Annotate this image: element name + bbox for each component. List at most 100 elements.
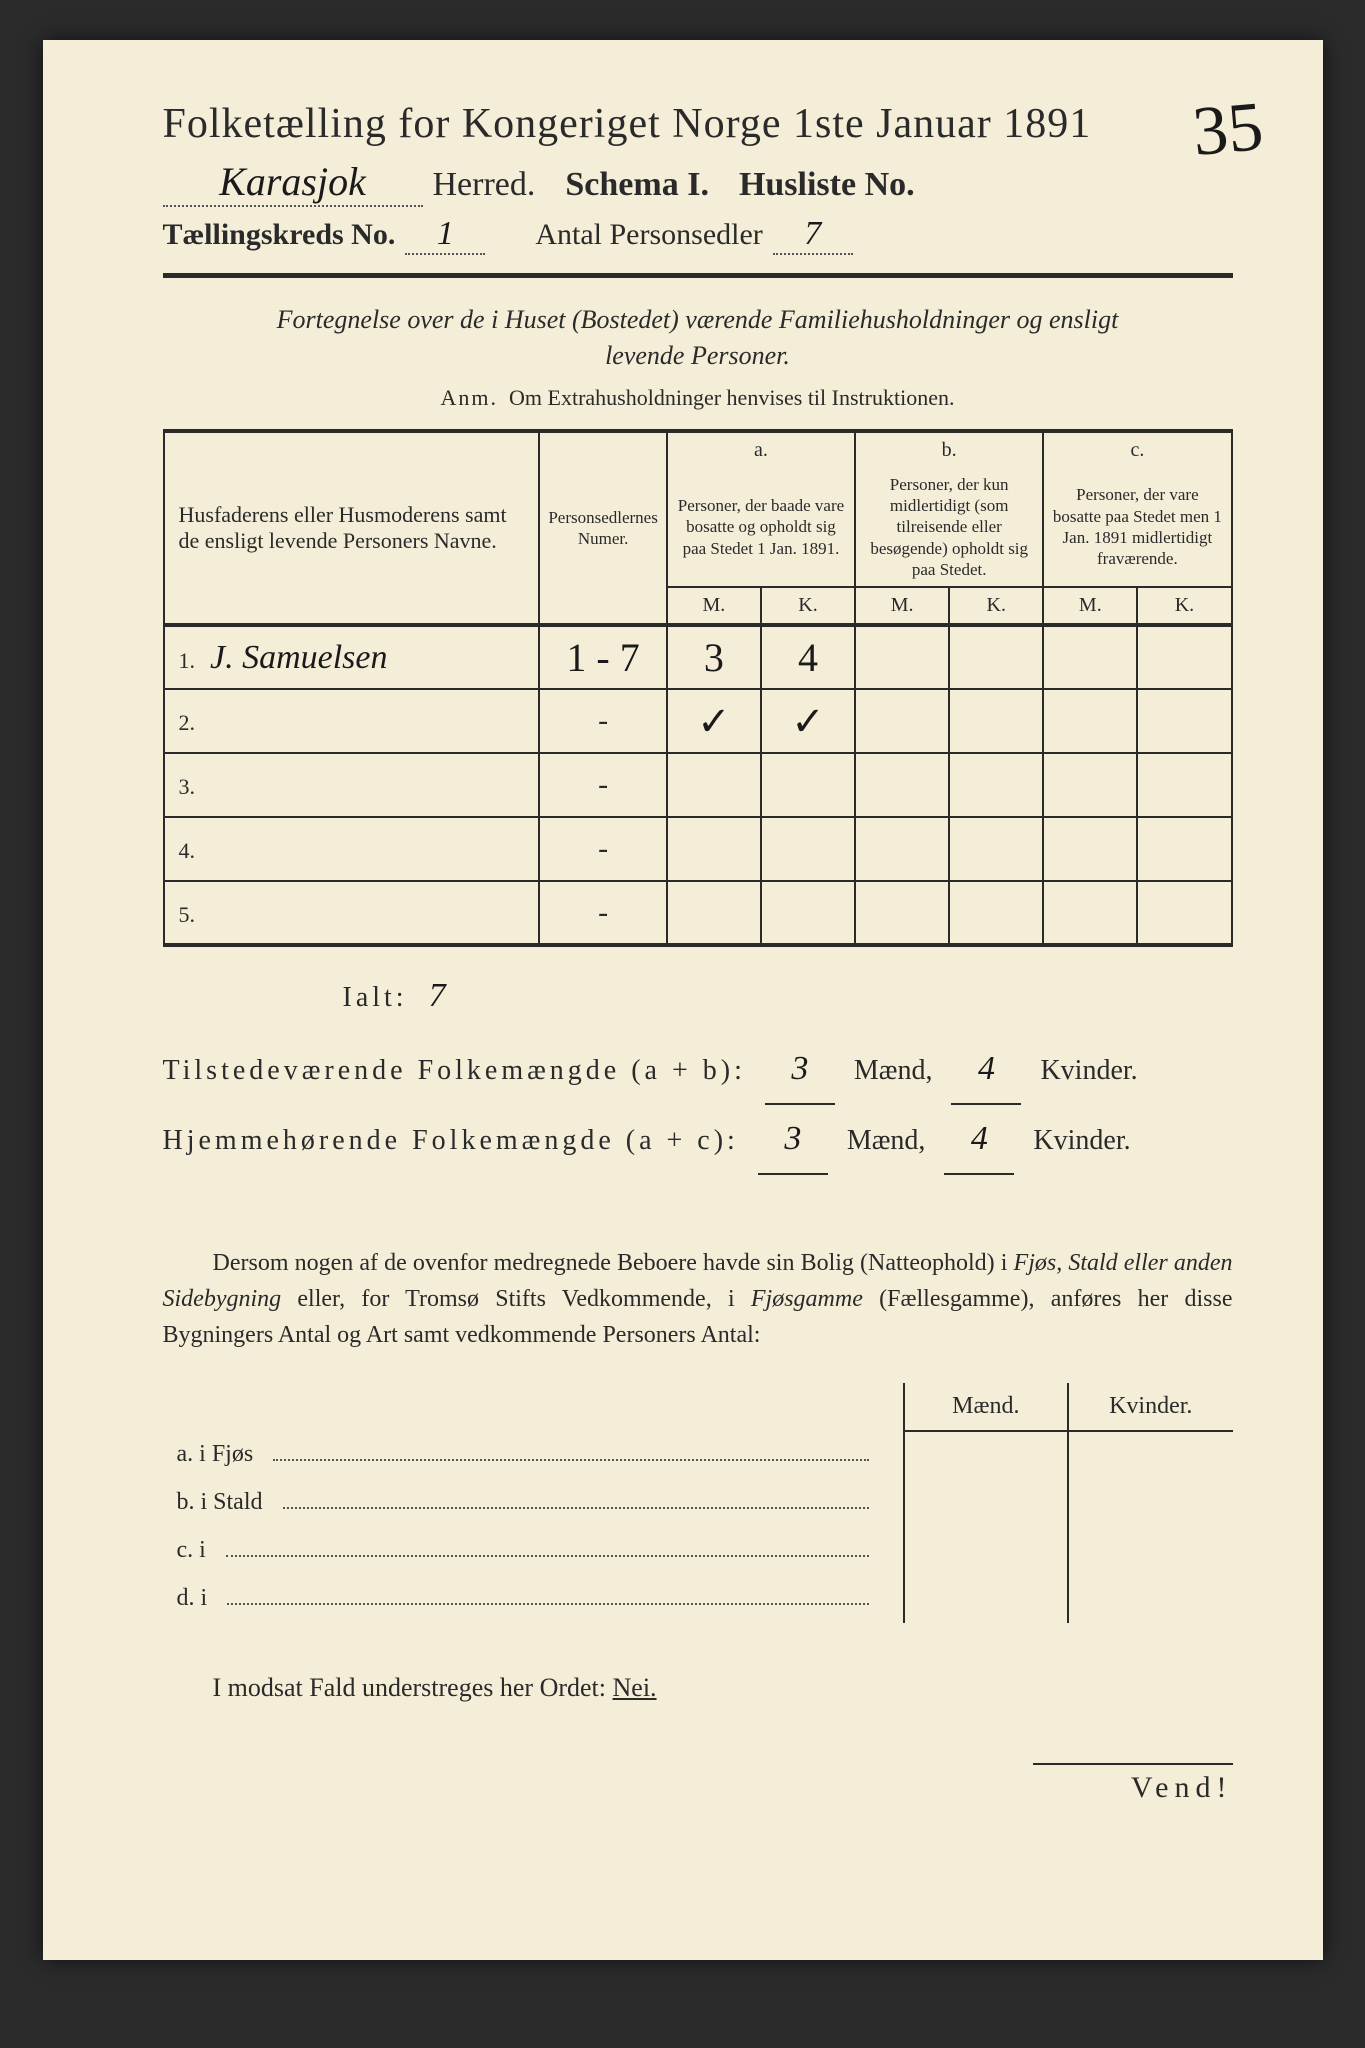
cell-k [1068,1527,1232,1575]
th2-maend: Mænd. [904,1383,1068,1431]
herred-value: Karasjok [219,159,366,204]
cell-bK [949,753,1043,817]
cell-cM [1043,753,1137,817]
cell-aM: ✓ [667,689,761,753]
sum2-kvinder: Kvinder. [1033,1125,1130,1156]
sum1-maend: Mænd, [854,1055,933,1086]
th-c-M: M. [1043,587,1137,625]
cell-aM [667,881,761,945]
table-row: 5. - [164,881,1232,945]
cell-name: 4. [164,817,540,881]
cell-name: 3. [164,753,540,817]
sum2-label: Hjemmehørende Folkemængde (a + c): [163,1125,739,1156]
cell-cK [1137,625,1231,689]
cell-aK [761,753,855,817]
rule-1 [163,273,1233,278]
cell-bK [949,881,1043,945]
th2-blank [163,1383,904,1431]
cell-bM [855,625,949,689]
th-num: Personsedlernes Numer. [539,431,667,625]
vend: Vend! [1033,1763,1233,1805]
cell-cK [1137,689,1231,753]
scanner-background: 35 Folketælling for Kongeriget Norge 1st… [0,0,1365,2048]
sum2-k: 4 [944,1105,1014,1175]
main-table: Husfaderens eller Husmoderens samt de en… [163,429,1233,947]
th-c-label: c. [1043,431,1231,468]
cell-cM [1043,881,1137,945]
cell-cM [1043,625,1137,689]
modsat-line: I modsat Fald understreges her Ordet: Ne… [163,1673,1233,1703]
cell-bM [855,817,949,881]
cell-bK [949,817,1043,881]
modsat-nei: Nei. [613,1673,657,1702]
th-name: Husfaderens eller Husmoderens samt de en… [164,431,540,625]
husliste-label: Husliste No. [739,166,915,204]
husliste-number-handwritten: 35 [1189,87,1266,173]
cell-lead: a. i Fjøs [163,1431,883,1479]
table-row: 1. J. Samuelsen1 - 734 [164,625,1232,689]
cell-num: 1 - 7 [539,625,667,689]
main-title: Folketælling for Kongeriget Norge 1ste J… [163,100,1233,148]
ialt: Ialt: 7 [343,977,1233,1015]
cell-lead: c. i [163,1527,883,1575]
cell-num: - [539,881,667,945]
cell-aK: ✓ [761,689,855,753]
cell-k [1068,1479,1232,1527]
cell-m [904,1479,1068,1527]
cell-lead: d. i [163,1575,883,1623]
subtitle-line1: Fortegnelse over de i Huset (Bostedet) v… [277,305,1119,334]
schema-label: Schema I. [565,166,709,204]
modsat-text: I modsat Fald understreges her Ordet: [213,1673,613,1702]
sum2-maend: Mænd, [847,1125,926,1156]
cell-num: - [539,817,667,881]
cell-aM [667,817,761,881]
paragraph: Dersom nogen af de ovenfor medregnede Be… [163,1245,1233,1353]
cell-m [904,1431,1068,1479]
herred-label: Herred. [433,166,536,204]
kreds-no: 1 [437,215,454,252]
th-a-K: K. [761,587,855,625]
cell-k [1068,1575,1232,1623]
header-line-2: Karasjok Herred. Schema I. Husliste No. [163,158,1233,207]
sum1-m: 3 [765,1035,835,1105]
subtitle-line2: levende Personer. [605,341,790,370]
ialt-value: 7 [429,977,450,1014]
anm-text: Om Extrahusholdninger henvises til Instr… [509,385,954,410]
th-a-label: a. [667,431,855,468]
th-b-label: b. [855,431,1043,468]
anm-prefix: Anm. [441,385,499,410]
table-row: a. i Fjøs [163,1431,1233,1479]
para-it2: Fjøsgamme [751,1286,863,1312]
cell-name: 2. [164,689,540,753]
table-row: 2. -✓✓ [164,689,1232,753]
antal-value: 7 [804,215,821,252]
cell-name: 5. [164,881,540,945]
cell-name: 1. J. Samuelsen [164,625,540,689]
sum2-m: 3 [758,1105,828,1175]
cell-m [904,1527,1068,1575]
th-b-text: Personer, der kun midlertidigt (som tilr… [855,468,1043,587]
sum1-kvinder: Kvinder. [1040,1055,1137,1086]
cell-aM: 3 [667,625,761,689]
cell-bK [949,689,1043,753]
cell-bM [855,881,949,945]
th-a-text: Personer, der baade vare bosatte og opho… [667,468,855,587]
cell-lead: b. i Stald [163,1479,883,1527]
antal-label: Antal Personsedler [535,218,762,252]
cell-cK [1137,753,1231,817]
cell-aM [667,753,761,817]
cell-m [904,1575,1068,1623]
th-b-M: M. [855,587,949,625]
sum1-k: 4 [951,1035,1021,1105]
sum1-label: Tilstedeværende Folkemængde (a + b): [163,1055,746,1086]
th-c-text: Personer, der vare bosatte paa Stedet me… [1043,468,1231,587]
table-row: c. i [163,1527,1233,1575]
para-t1: Dersom nogen af de ovenfor medregnede Be… [213,1250,1014,1276]
table-row: d. i [163,1575,1233,1623]
ialt-label: Ialt: [343,982,408,1013]
cell-bM [855,753,949,817]
th-a-M: M. [667,587,761,625]
table-row: 3. - [164,753,1232,817]
cell-cM [1043,817,1137,881]
cell-bM [855,689,949,753]
